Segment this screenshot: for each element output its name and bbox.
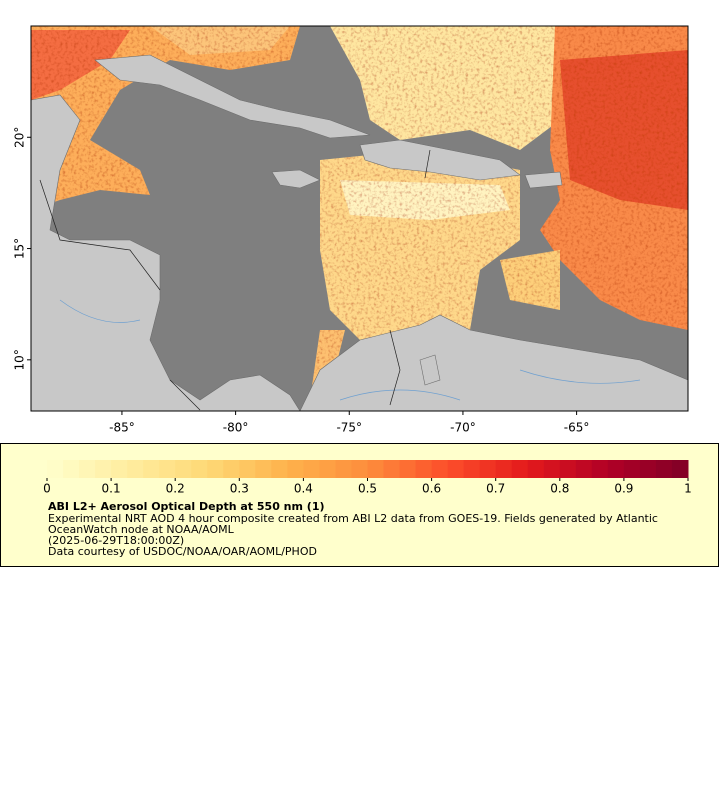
colorbar-step xyxy=(111,460,128,478)
colorbar-step xyxy=(143,460,160,478)
colorbar-step xyxy=(671,460,689,478)
colorbar-step xyxy=(639,460,657,478)
colorbar-tick-label: 0.6 xyxy=(422,482,441,496)
legend-title: ABI L2+ Aerosol Optical Depth at 550 nm … xyxy=(48,500,325,513)
legend-line: Data courtesy of USDOC/NOAA/OAR/AOML/PHO… xyxy=(48,545,317,558)
map-frame xyxy=(30,25,689,412)
colorbar-tick-label: 0 xyxy=(43,482,51,496)
colorbar-tick-label: 1 xyxy=(684,482,692,496)
colorbar-step xyxy=(559,460,577,478)
colorbar-tick-label: 0.1 xyxy=(102,482,121,496)
y-tick-label: 20° xyxy=(13,127,27,148)
colorbar-step xyxy=(95,460,112,478)
rivers xyxy=(59,299,641,401)
colorbar-step xyxy=(575,460,593,478)
colorbar-tick-label: 0.2 xyxy=(166,482,185,496)
legend-line: OceanWatch node at NOAA/AOML xyxy=(48,523,235,536)
colorbar-step xyxy=(383,460,401,478)
colorbar-step xyxy=(335,460,352,478)
colorbar-step xyxy=(255,460,272,478)
colorbar-tick-label: 0.9 xyxy=(614,482,633,496)
x-tick-label: -65° xyxy=(564,421,590,435)
colorbar-tick-label: 0.7 xyxy=(486,482,505,496)
map-image xyxy=(31,26,688,411)
colorbar-step xyxy=(479,460,497,478)
land xyxy=(31,54,688,411)
colorbar-step xyxy=(127,460,144,478)
colorbar-step xyxy=(511,460,529,478)
colorbar: 0 0.1 0.2 0.3 0.4 0.5 0.6 0.7 0.8 0.9 1 xyxy=(43,460,692,496)
x-tick-label: -80° xyxy=(223,421,249,435)
colorbar-tick-label: 0.8 xyxy=(550,482,569,496)
colorbar-step xyxy=(319,460,336,478)
colorbar-step xyxy=(623,460,641,478)
colorbar-step xyxy=(415,460,433,478)
colorbar-step xyxy=(63,460,80,478)
colorbar-step xyxy=(191,460,208,478)
colorbar-step xyxy=(207,460,224,478)
axes: -85° -80° -75° -70° -65° 10° 15° 20° xyxy=(13,127,590,435)
colorbar-step xyxy=(159,460,176,478)
colorbar-step xyxy=(351,460,368,478)
x-tick-label: -85° xyxy=(109,421,135,435)
colorbar-step xyxy=(47,460,64,478)
colorbar-step xyxy=(303,460,320,478)
y-tick-label: 10° xyxy=(13,349,27,370)
colorbar-step xyxy=(367,460,385,478)
colorbar-step xyxy=(79,460,96,478)
x-tick-label: -75° xyxy=(336,421,362,435)
colorbar-step xyxy=(287,460,304,478)
colorbar-step xyxy=(447,460,465,478)
y-tick-label: 15° xyxy=(13,238,27,259)
colorbar-step xyxy=(527,460,545,478)
colorbar-step xyxy=(271,460,288,478)
colorbar-step xyxy=(431,460,449,478)
x-tick-label: -70° xyxy=(450,421,476,435)
colorbar-step xyxy=(463,460,481,478)
colorbar-tick-label: 0.3 xyxy=(230,482,249,496)
colorbar-step xyxy=(607,460,625,478)
colorbar-tick-label: 0.5 xyxy=(358,482,377,496)
colorbar-step xyxy=(399,460,417,478)
colorbar-step xyxy=(175,460,192,478)
borders xyxy=(39,149,431,411)
colorbar-step xyxy=(239,460,256,478)
colorbar-step xyxy=(543,460,561,478)
colorbar-step xyxy=(223,460,240,478)
colorbar-step xyxy=(495,460,513,478)
legend-line: (2025-06-29T18:00:00Z) xyxy=(48,534,184,547)
colorbar-step xyxy=(655,460,673,478)
colorbar-step xyxy=(591,460,609,478)
legend-line: Experimental NRT AOD 4 hour composite cr… xyxy=(48,512,658,525)
colorbar-tick-label: 0.4 xyxy=(294,482,313,496)
